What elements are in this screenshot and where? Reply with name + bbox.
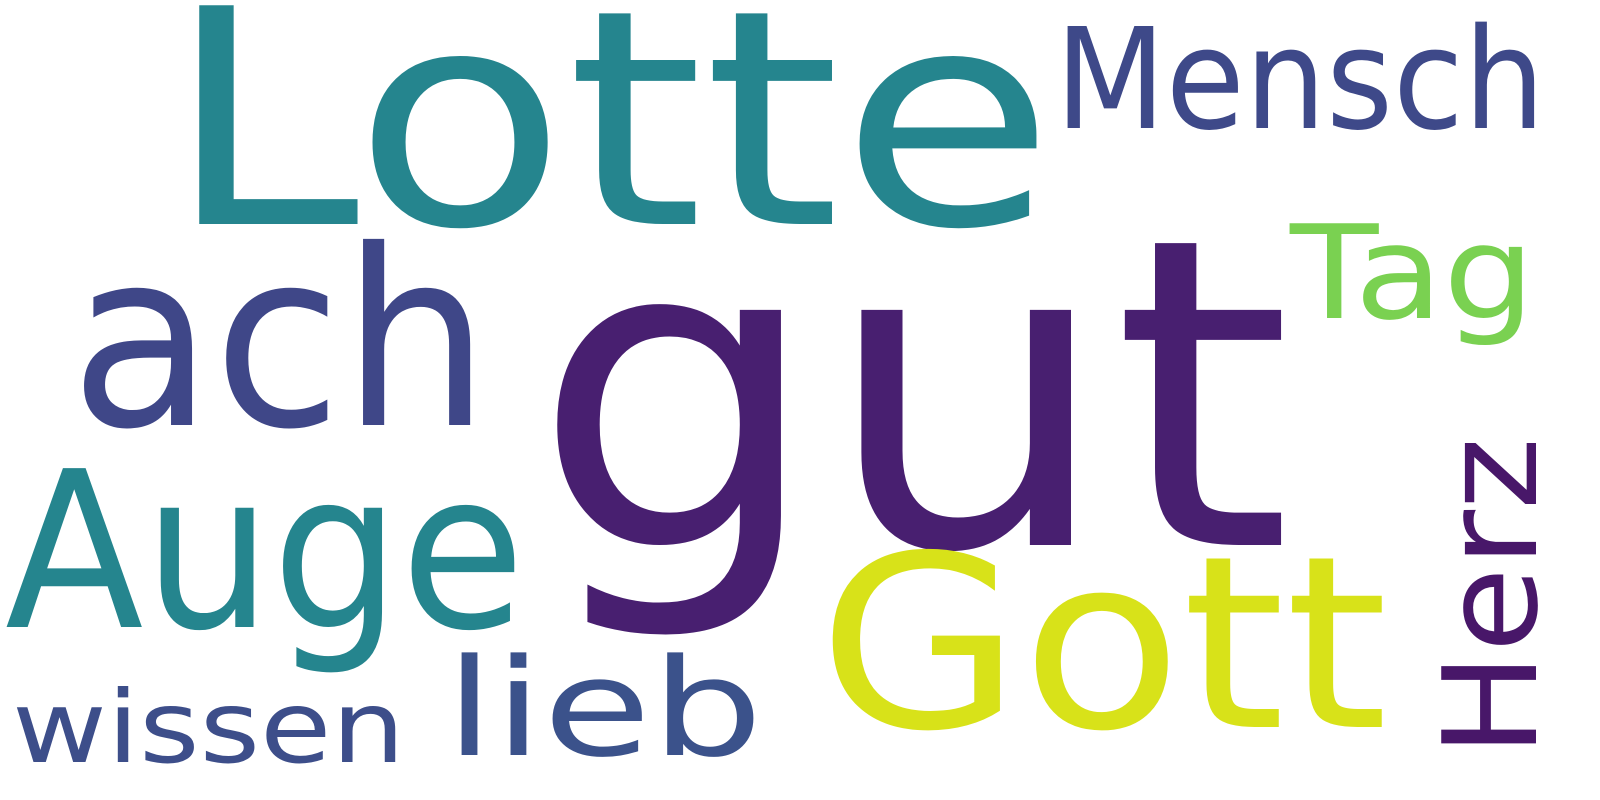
- word-auge: Auge: [5, 426, 525, 679]
- word-ach: ach: [70, 198, 490, 483]
- word-gut: gut: [532, 147, 1292, 647]
- word-lotte: Lotte: [165, 0, 1055, 295]
- word-gott: Gott: [818, 504, 1388, 784]
- word-lieb: lieb: [445, 630, 763, 787]
- word-wissen: wissen: [12, 669, 405, 786]
- word-tag: Tag: [1289, 197, 1535, 349]
- word-mensch: Mensch: [1055, 0, 1545, 162]
- word-herz: Herz: [1415, 437, 1567, 757]
